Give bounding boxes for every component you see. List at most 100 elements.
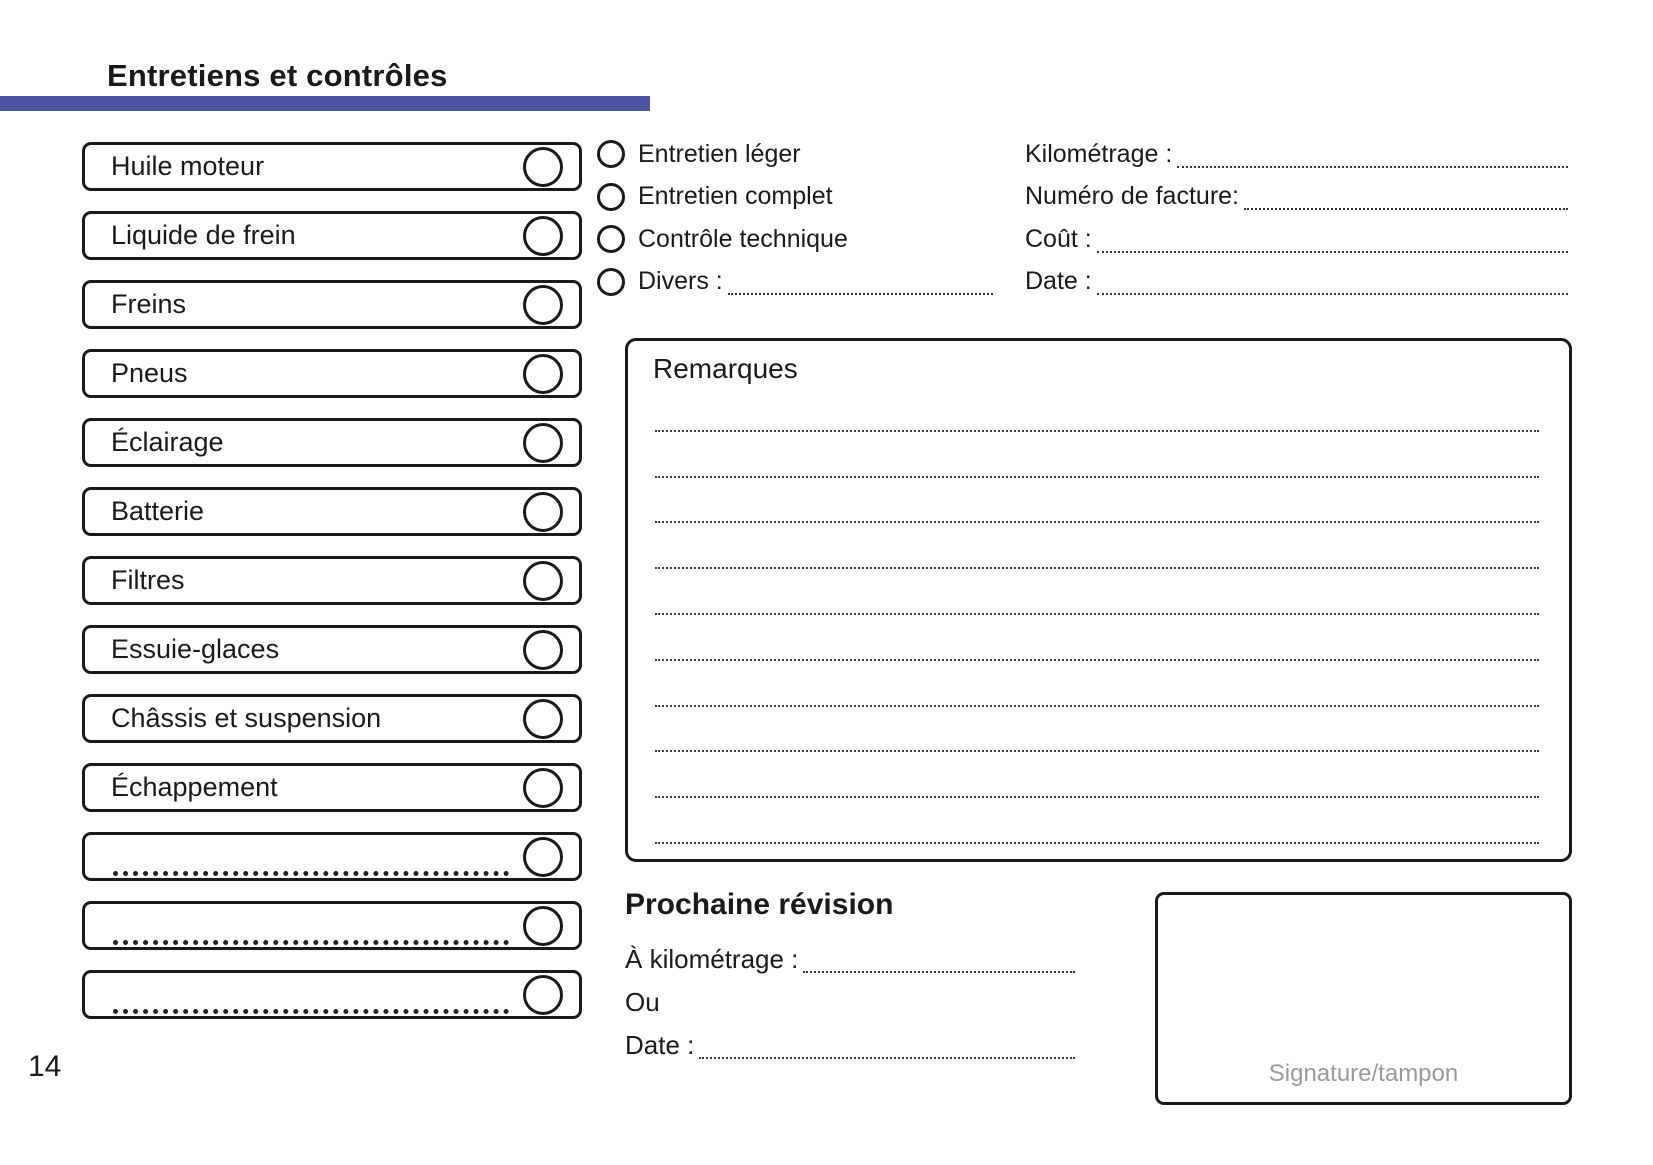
signature-box[interactable]: Signature/tampon (1155, 892, 1572, 1105)
remarks-box: Remarques (625, 338, 1572, 862)
checklist-write-in-line[interactable] (187, 561, 510, 600)
record-field-row: Kilométrage : (1025, 133, 1568, 176)
radio-circle-icon[interactable] (597, 267, 625, 296)
next-service-row: Date : (625, 1024, 1075, 1067)
radio-circle-icon[interactable] (597, 182, 625, 211)
record-field-row: Coût : (1025, 218, 1568, 261)
remarks-write-in-line[interactable] (655, 478, 1539, 524)
checklist: Huile moteur Liquide de frein Freins Pne… (82, 142, 582, 1039)
remarks-write-in-line[interactable] (655, 661, 1539, 707)
checklist-write-in-line[interactable] (281, 630, 509, 669)
check-circle-icon[interactable] (523, 215, 563, 256)
remarks-write-in-line[interactable] (655, 386, 1539, 432)
checklist-row: Filtres (82, 556, 582, 605)
record-fields: Kilométrage : Numéro de facture: Coût : … (1025, 133, 1568, 303)
check-circle-icon[interactable] (523, 284, 563, 325)
check-circle-icon[interactable] (523, 836, 563, 877)
remarks-write-in-line[interactable] (655, 432, 1539, 478)
next-service-write-in-line[interactable] (803, 971, 1075, 973)
service-type-option[interactable]: Entretien complet (597, 176, 993, 219)
checklist-write-in-line[interactable] (113, 975, 509, 1014)
record-field-write-in-line[interactable] (1244, 208, 1568, 210)
check-circle-icon[interactable] (523, 422, 563, 463)
check-circle-icon[interactable] (523, 560, 563, 601)
page-number: 14 (28, 1050, 62, 1083)
check-circle-icon[interactable] (523, 767, 563, 808)
checklist-write-in-line[interactable] (113, 837, 509, 876)
check-circle-icon[interactable] (523, 629, 563, 670)
service-type-option[interactable]: Entretien léger (597, 133, 993, 176)
checklist-item-label: Batterie (111, 496, 205, 526)
check-circle-icon[interactable] (523, 353, 563, 394)
checklist-write-in-line[interactable] (190, 354, 509, 393)
checklist-write-in-line[interactable] (113, 906, 509, 945)
service-type-option[interactable]: Contrôle technique (597, 218, 993, 261)
checklist-row: Batterie (82, 487, 582, 536)
checklist-row: Freins (82, 280, 582, 329)
checklist-write-in-line[interactable] (383, 699, 509, 738)
record-field-write-in-line[interactable] (1096, 293, 1568, 295)
checklist-row: Essuie-glaces (82, 625, 582, 674)
record-field-write-in-line[interactable] (1177, 165, 1568, 168)
divers-write-in-line[interactable] (727, 293, 993, 295)
checklist-row (82, 832, 582, 881)
service-type-label: Entretien léger (638, 139, 801, 168)
remarks-write-in-line[interactable] (655, 615, 1539, 661)
record-field-label: Kilométrage : (1025, 139, 1173, 168)
check-circle-icon[interactable] (523, 491, 563, 532)
service-type-options: Entretien léger Entretien complet Contrô… (597, 133, 993, 303)
service-type-label: Contrôle technique (638, 224, 848, 253)
record-field-row: Numéro de facture: (1025, 176, 1568, 219)
check-circle-icon[interactable] (523, 146, 563, 187)
next-service-write-in-line[interactable] (699, 1057, 1075, 1059)
remarks-write-in-line[interactable] (655, 707, 1539, 753)
checklist-row: Châssis et suspension (82, 694, 582, 743)
record-field-label: Coût : (1025, 224, 1092, 253)
checklist-item-label: Freins (111, 289, 187, 319)
record-field-label: Numéro de facture: (1025, 182, 1239, 211)
next-service-row: À kilométrage : (625, 938, 1075, 981)
remarks-lines (655, 386, 1539, 844)
next-service-label: Ou (625, 987, 660, 1017)
remarks-write-in-line[interactable] (655, 523, 1539, 570)
checklist-item-label: Huile moteur (111, 151, 265, 181)
check-circle-icon[interactable] (523, 905, 563, 946)
radio-circle-icon[interactable] (597, 225, 625, 254)
checklist-row: Échappement (82, 763, 582, 812)
checklist-row (82, 970, 582, 1019)
checklist-row: Pneus (82, 349, 582, 398)
checklist-item-label: Éclairage (111, 427, 224, 457)
service-type-option[interactable]: Divers : (597, 261, 993, 304)
next-service-label: Date : (625, 1030, 695, 1060)
next-service-title: Prochaine révision (625, 888, 894, 921)
remarks-write-in-line[interactable] (655, 569, 1539, 615)
record-field-label: Date : (1025, 267, 1092, 296)
checklist-write-in-line[interactable] (298, 216, 509, 255)
checklist-row: Liquide de frein (82, 211, 582, 260)
next-service-fields: À kilométrage : Ou Date : (625, 938, 1075, 1067)
record-field-write-in-line[interactable] (1096, 250, 1568, 253)
remarks-title: Remarques (653, 353, 798, 384)
checklist-row: Huile moteur (82, 142, 582, 191)
remarks-write-in-line[interactable] (655, 752, 1539, 799)
checklist-item-label: Pneus (111, 358, 188, 388)
signature-box-label: Signature/tampon (1268, 1060, 1459, 1087)
checklist-item-label: Échappement (111, 772, 278, 802)
page-title: Entretiens et contrôles (107, 58, 448, 93)
checklist-item-label: Châssis et suspension (111, 703, 382, 733)
remarks-write-in-line[interactable] (655, 798, 1539, 844)
checklist-write-in-line[interactable] (188, 285, 509, 324)
checklist-item-label: Liquide de frein (111, 220, 296, 250)
checklist-write-in-line[interactable] (266, 147, 509, 186)
check-circle-icon[interactable] (523, 974, 563, 1015)
checklist-write-in-line[interactable] (206, 492, 509, 531)
checklist-write-in-line[interactable] (226, 423, 509, 462)
checklist-item-label: Filtres (111, 565, 185, 595)
checklist-write-in-line[interactable] (280, 768, 509, 807)
next-service-row: Ou (625, 981, 1075, 1024)
radio-circle-icon[interactable] (597, 140, 625, 169)
record-field-row: Date : (1025, 261, 1568, 304)
checklist-row: Éclairage (82, 418, 582, 467)
check-circle-icon[interactable] (523, 698, 563, 739)
